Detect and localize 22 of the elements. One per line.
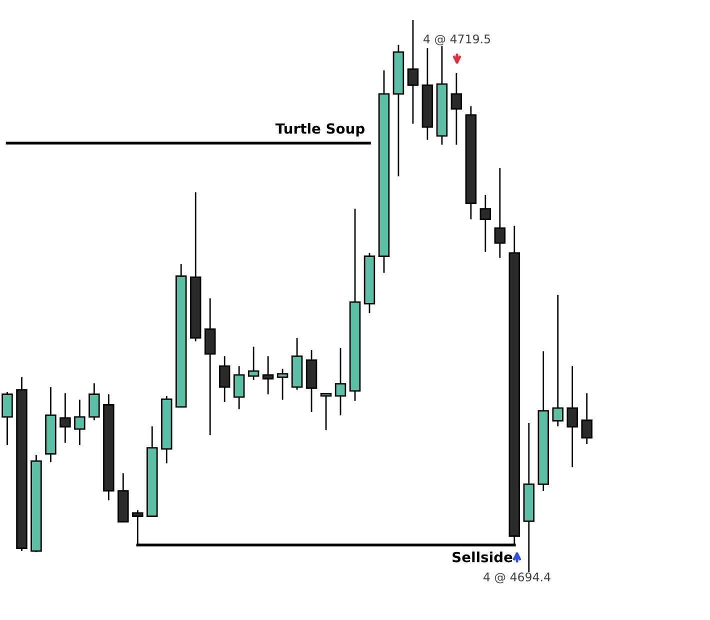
candlestick (218, 355, 230, 403)
candlestick (334, 347, 346, 416)
candlestick (566, 365, 578, 468)
candlestick (552, 294, 564, 427)
series-label: Turtle Soup (276, 123, 365, 136)
candlestick (248, 346, 260, 381)
candlestick (88, 382, 100, 421)
series-label: Sellside (452, 552, 512, 562)
candlestick (450, 72, 462, 146)
candlestick (581, 392, 592, 445)
candlestick (320, 393, 332, 431)
candlestick (233, 365, 245, 410)
candlestick (407, 20, 419, 124)
candlestick (74, 399, 86, 446)
text: 4 @ 4694.4 (484, 572, 550, 584)
candlestick (276, 368, 288, 400)
annotation: 4 @ 4719.5 (424, 34, 490, 46)
candlestick (262, 355, 274, 395)
candlestick (480, 194, 492, 253)
candlestick (2, 391, 13, 446)
candlestick (494, 167, 506, 259)
candlestick (60, 392, 71, 444)
